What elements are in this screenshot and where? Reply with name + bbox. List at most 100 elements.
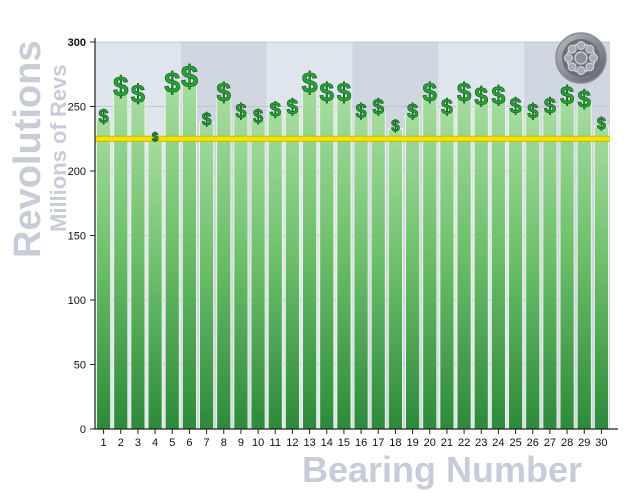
bar	[319, 95, 335, 430]
x-tick-label: 18	[389, 437, 401, 449]
bar	[508, 108, 524, 430]
y-tick-label: 100	[68, 295, 86, 307]
bar	[284, 109, 301, 430]
bar	[199, 121, 215, 430]
bearing-ball	[567, 62, 577, 72]
x-tick-label: 23	[475, 437, 487, 449]
y-tick-label: 200	[68, 166, 86, 178]
x-tick-label: 8	[221, 437, 227, 449]
x-tick-label: 28	[561, 437, 573, 449]
bar	[370, 109, 386, 430]
x-tick-label: 24	[492, 437, 504, 449]
x-tick-label: 21	[441, 437, 453, 449]
y-tick-label: 250	[68, 102, 86, 114]
dollar-sign-icon: $	[391, 118, 400, 135]
x-tick-label: 14	[321, 437, 333, 449]
x-tick-label: 3	[135, 437, 141, 449]
dollar-sign-icon: $	[423, 79, 438, 107]
x-tick-label: 17	[372, 437, 384, 449]
dollar-sign-icon: $	[441, 96, 453, 119]
bar	[147, 138, 163, 430]
bearing-ball	[576, 41, 586, 50]
bar	[490, 98, 507, 430]
bar	[559, 98, 575, 430]
bar	[542, 108, 558, 430]
dollar-markers: $$ $$$ $$$$ $ $ $$ $ $$ $$$$$$ $ $ $ $ $ $ $$	[98, 58, 606, 144]
x-tick-label: 4	[152, 437, 158, 449]
bearing-icon	[555, 32, 607, 84]
x-tick-label: 27	[544, 437, 556, 449]
y-tick-label: 0	[80, 424, 86, 436]
dollar-sign-icon: $	[287, 96, 299, 119]
dollar-sign-icon: $	[202, 109, 212, 129]
x-tick-label: 6	[186, 437, 192, 449]
bearing-ball	[585, 44, 595, 54]
bar	[405, 113, 421, 430]
bearing-ball	[564, 53, 573, 63]
dollar-sign-icon: $	[457, 79, 472, 107]
dollar-sign-icon: $	[152, 130, 159, 144]
dollar-sign-icon: $	[270, 100, 282, 122]
bar	[267, 112, 283, 430]
y-tick-label: 300	[68, 37, 86, 49]
dollar-sign-icon: $	[253, 106, 263, 127]
dollar-sign-icon: $	[491, 81, 505, 109]
x-tick-label: 5	[169, 437, 175, 449]
x-axis-title: Bearing Number	[302, 449, 582, 490]
bar	[216, 95, 232, 430]
bar	[593, 125, 609, 430]
x-tick-label: 1	[101, 437, 107, 449]
y-tick-label: 50	[74, 360, 86, 372]
dollar-sign-icon: $	[560, 81, 574, 109]
x-tick-label: 10	[252, 437, 264, 449]
dollar-sign-icon: $	[320, 79, 335, 107]
bar	[422, 95, 438, 430]
dollar-sign-icon: $	[131, 80, 145, 108]
dollar-sign-icon: $	[372, 96, 384, 119]
x-tick-label: 29	[578, 437, 590, 449]
x-tick-label: 11	[270, 437, 281, 449]
x-tick-label: 30	[595, 437, 607, 449]
x-tick-label: 19	[406, 437, 418, 449]
bar	[130, 96, 146, 430]
bar	[96, 118, 112, 430]
x-tick-label: 12	[286, 437, 298, 449]
bar	[525, 113, 541, 430]
dollar-sign-icon: $	[164, 67, 180, 99]
bar	[353, 113, 369, 430]
dollar-sign-icon: $	[98, 106, 108, 127]
x-tick-label: 9	[238, 437, 244, 449]
dollar-sign-icon: $	[337, 79, 352, 107]
bar	[439, 109, 455, 430]
y-tick-label: 150	[68, 231, 86, 243]
y-axis-subtitle: Millions of Revs	[46, 65, 71, 232]
dollar-sign-icon: $	[181, 58, 198, 93]
dollar-sign-icon: $	[527, 101, 538, 123]
y-axis-title: Revolutions	[7, 41, 49, 258]
dollar-sign-icon: $	[356, 101, 367, 123]
bearing-ball	[576, 66, 586, 75]
dollar-sign-icon: $	[597, 115, 606, 133]
dollar-sign-icon: $	[113, 71, 128, 102]
x-tick-label: 13	[303, 437, 315, 449]
bar	[336, 95, 352, 430]
x-tick-label: 25	[509, 437, 521, 449]
bar	[233, 113, 249, 430]
bearing-ball	[589, 53, 598, 63]
dollar-sign-icon: $	[544, 93, 556, 118]
bearing-ball	[585, 62, 595, 72]
dollar-sign-icon: $	[235, 101, 246, 123]
dollar-sign-icon: $	[302, 67, 318, 99]
x-tick-label: 22	[458, 437, 470, 449]
x-tick-label: 2	[118, 437, 124, 449]
bar	[181, 80, 197, 430]
x-tick-label: 7	[204, 437, 210, 449]
x-tick-label: 16	[355, 437, 367, 449]
bearing-ball	[567, 44, 577, 54]
bar	[473, 99, 489, 430]
dollar-sign-icon: $	[407, 101, 418, 123]
dollar-sign-icon: $	[578, 86, 591, 113]
bars	[96, 80, 609, 430]
bar	[387, 127, 404, 430]
